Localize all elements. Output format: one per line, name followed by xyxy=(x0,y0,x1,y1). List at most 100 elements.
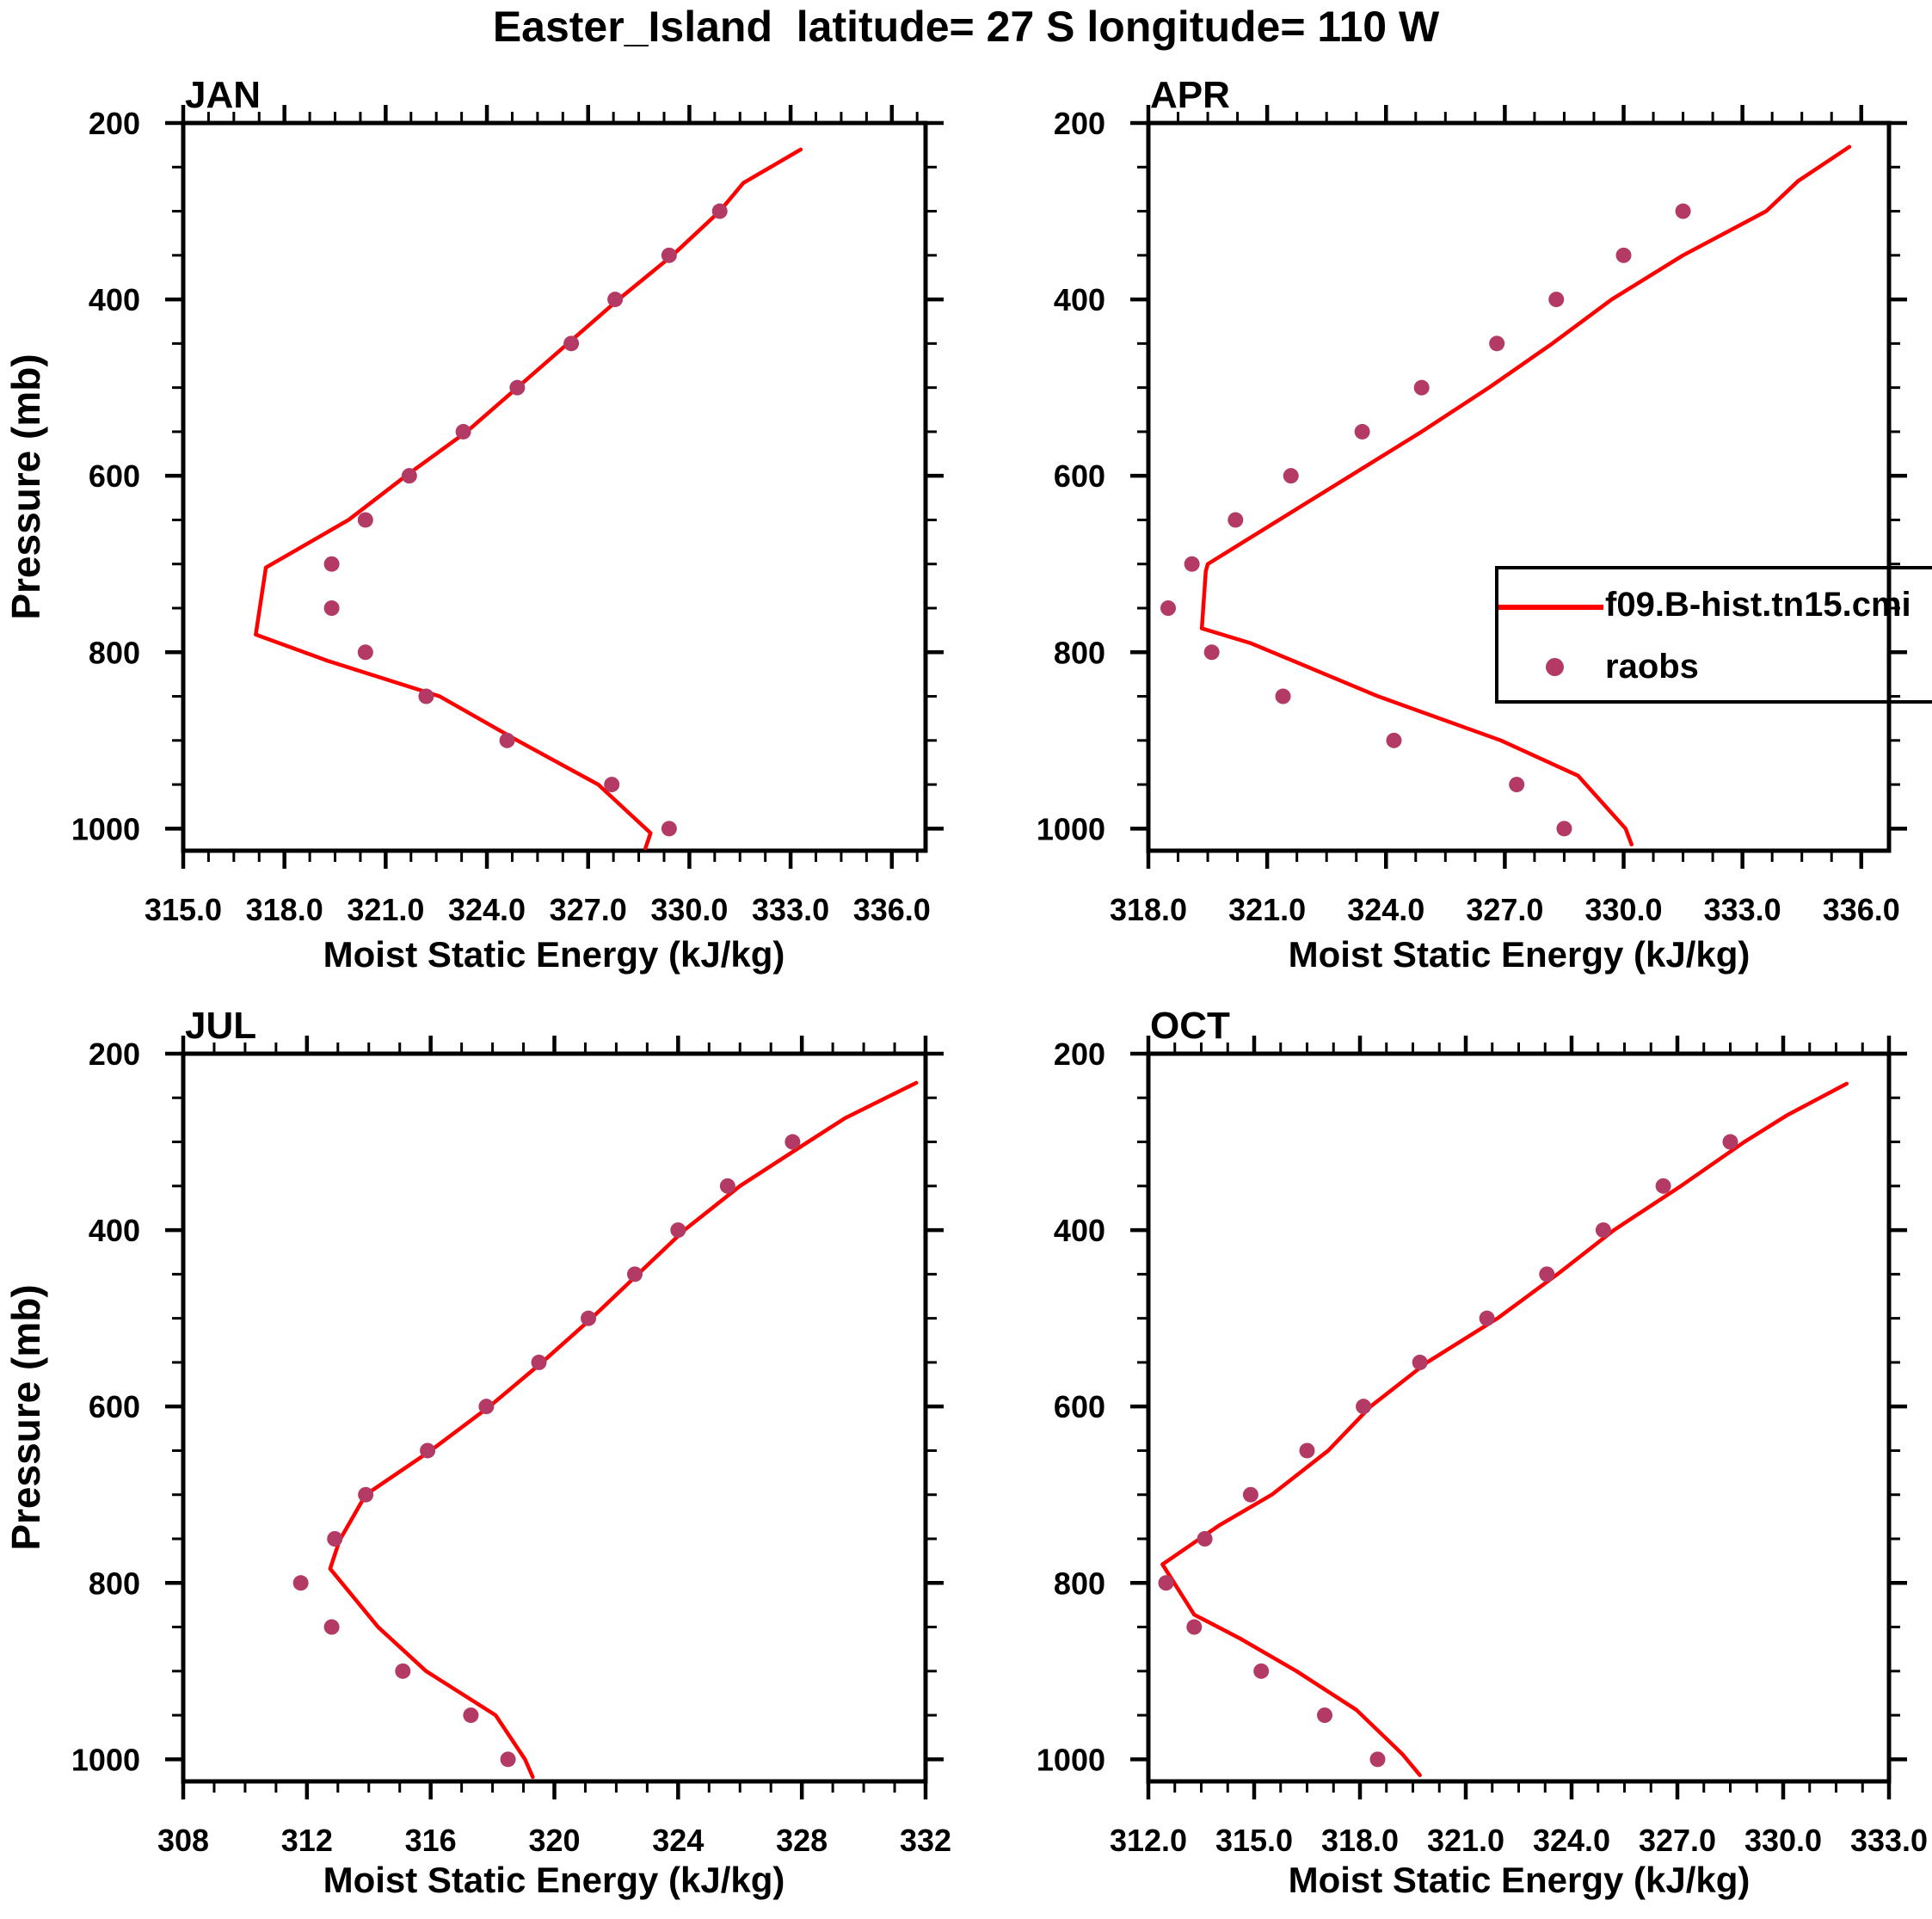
x-axis-title-apr: Moist Static Energy (kJ/kg) xyxy=(1288,934,1750,975)
raobs-point xyxy=(1186,1619,1203,1635)
raobs-point xyxy=(499,732,515,748)
model-profile-line xyxy=(1160,1081,1849,1778)
x-tick-label: 330.0 xyxy=(650,892,728,927)
raobs-point xyxy=(323,600,340,616)
raobs-point xyxy=(401,468,417,484)
raobs-point xyxy=(719,1178,735,1194)
raobs-point xyxy=(784,1134,801,1150)
raobs-point xyxy=(1413,379,1430,396)
x-axis-title-jul: Moist Static Energy (kJ/kg) xyxy=(323,1860,785,1900)
y-tick-label: 400 xyxy=(89,282,140,317)
x-tick-label: 327.0 xyxy=(1466,892,1543,927)
raobs-point xyxy=(1197,1531,1213,1547)
raobs-point xyxy=(1655,1178,1671,1194)
y-tick-label: 600 xyxy=(1054,458,1105,494)
y-tick-label: 1000 xyxy=(1037,1742,1105,1777)
raobs-point xyxy=(1369,1751,1386,1768)
x-tick-label: 330.0 xyxy=(1744,1823,1822,1858)
raobs-point xyxy=(323,556,340,572)
raobs-point xyxy=(395,1663,411,1679)
x-tick-label: 316 xyxy=(405,1823,457,1858)
page-title: Easter_Island latitude= 27 S longitude= … xyxy=(492,3,1440,51)
raobs-points xyxy=(292,1134,801,1768)
y-tick-label: 600 xyxy=(89,458,140,494)
raobs-point xyxy=(327,1531,343,1547)
legend: f09.B-hist.tn15.cmi raobs xyxy=(1495,566,1932,704)
raobs-point xyxy=(604,777,620,793)
x-axis-ticks: 312.0 315.0 318.0 321.0 324.0 327.0 330.0 333.0 xyxy=(1110,1036,1928,1858)
raobs-point xyxy=(500,1751,516,1768)
legend-model-label: f09.B-hist.tn15.cmi xyxy=(1605,586,1911,624)
raobs-point xyxy=(1184,556,1200,572)
raobs-point xyxy=(581,1310,597,1326)
raobs-point xyxy=(357,644,373,661)
raobs-point xyxy=(1489,335,1505,352)
x-axis-title-oct: Moist Static Energy (kJ/kg) xyxy=(1288,1860,1750,1900)
x-tick-label: 336.0 xyxy=(1823,892,1900,927)
raobs-point xyxy=(1548,292,1565,308)
raobs-point xyxy=(626,1266,643,1282)
raobs-point xyxy=(420,1442,436,1459)
x-tick-label: 318.0 xyxy=(246,892,323,927)
raobs-point xyxy=(358,1486,374,1503)
x-tick-label: 333.0 xyxy=(1850,1823,1928,1858)
x-tick-label: 321.0 xyxy=(1427,1823,1504,1858)
raobs-point xyxy=(1203,644,1220,661)
x-tick-label: 320 xyxy=(528,1823,580,1858)
x-tick-label: 330.0 xyxy=(1584,892,1662,927)
raobs-point xyxy=(1595,1222,1611,1239)
x-tick-label: 324.0 xyxy=(1347,892,1424,927)
raobs-point xyxy=(1479,1310,1495,1326)
raobs-point xyxy=(1253,1663,1270,1679)
x-tick-label: 332 xyxy=(900,1823,951,1858)
raobs-point xyxy=(323,1619,340,1635)
y-tick-label: 600 xyxy=(1054,1389,1105,1424)
raobs-point xyxy=(509,379,526,396)
x-tick-label: 327.0 xyxy=(1639,1823,1716,1858)
x-tick-label: 328 xyxy=(776,1823,828,1858)
x-axis-title-jan: Moist Static Energy (kJ/kg) xyxy=(323,934,785,975)
y-axis-ticks: 200 400 600 800 1000 xyxy=(71,106,944,846)
y-tick-label: 800 xyxy=(1054,635,1105,670)
legend-raobs-dot-icon xyxy=(1546,658,1564,676)
raobs-point xyxy=(357,512,373,528)
raobs-point xyxy=(1317,1707,1332,1724)
panel-title-apr: APR xyxy=(1150,74,1230,116)
x-tick-label: 324.0 xyxy=(448,892,526,927)
raobs-point xyxy=(1158,1575,1174,1591)
raobs-point xyxy=(1160,600,1177,616)
x-tick-label: 312 xyxy=(281,1823,333,1858)
y-tick-label: 200 xyxy=(89,106,140,141)
raobs-point xyxy=(1354,423,1370,440)
raobs-point xyxy=(1509,777,1525,793)
plot-frame xyxy=(181,120,928,853)
raobs-point xyxy=(1356,1399,1372,1415)
y-tick-label: 400 xyxy=(1054,1213,1105,1248)
raobs-point xyxy=(418,688,434,704)
x-tick-label: 324.0 xyxy=(1533,1823,1610,1858)
raobs-point xyxy=(670,1222,686,1239)
raobs-points xyxy=(323,203,728,837)
raobs-point xyxy=(531,1354,547,1370)
raobs-point xyxy=(1556,821,1572,837)
raobs-point xyxy=(711,203,728,219)
y-axis-ticks: 200 400 600 800 1000 xyxy=(1037,1036,1907,1777)
y-tick-label: 200 xyxy=(1054,106,1105,141)
raobs-point xyxy=(607,292,624,308)
x-tick-label: 327.0 xyxy=(550,892,627,927)
model-profile-line xyxy=(1199,145,1852,847)
y-tick-label: 1000 xyxy=(71,811,140,846)
raobs-point xyxy=(292,1575,309,1591)
x-tick-label: 308 xyxy=(157,1823,209,1858)
x-tick-label: 321.0 xyxy=(347,892,424,927)
legend-raobs-label: raobs xyxy=(1605,648,1699,686)
x-tick-label: 333.0 xyxy=(752,892,829,927)
raobs-point xyxy=(1539,1266,1555,1282)
panel-title-oct: OCT xyxy=(1150,1005,1230,1047)
raobs-point xyxy=(1615,247,1632,263)
x-tick-label: 315.0 xyxy=(1215,1823,1293,1858)
